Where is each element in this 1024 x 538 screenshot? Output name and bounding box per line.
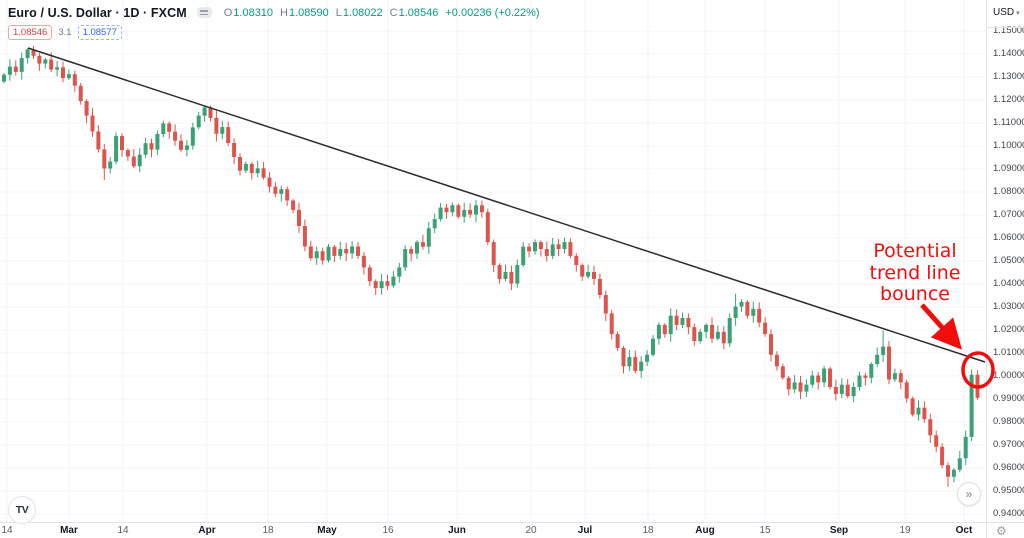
open-label: O xyxy=(223,6,233,19)
close-label: C xyxy=(389,6,398,19)
ohlc-readout: O 1.08310 H 1.08590 L 1.08022 C 1.08546 +0.0… xyxy=(224,7,540,19)
change-value: +0.00236 (+0.22%) xyxy=(445,6,540,19)
annotation-line-2: trend line xyxy=(869,261,961,284)
price-axis-label: 0.95000 xyxy=(993,485,1024,496)
time-axis-label: Jul xyxy=(577,525,593,536)
annotation-text: Potential trend line bounce xyxy=(845,240,985,306)
grid-layer xyxy=(0,0,986,522)
price-axis-label: 1.15000 xyxy=(993,25,1024,36)
price-axis-label: 0.96000 xyxy=(993,462,1024,473)
annotation-arrow xyxy=(920,303,963,350)
time-axis-label: 16 xyxy=(382,525,394,536)
low-value: 1.08022 xyxy=(342,6,383,19)
time-axis-label: 20 xyxy=(525,525,537,536)
price-axis-label: 1.12000 xyxy=(993,94,1024,105)
price-axis-label: 1.01000 xyxy=(993,347,1024,358)
time-axis-label: 18 xyxy=(262,525,274,536)
time-axis-label: 19 xyxy=(899,525,911,536)
price-axis-label: 1.14000 xyxy=(993,48,1024,59)
time-axis-label: 14 xyxy=(117,525,129,536)
price-axis-label: 1.03000 xyxy=(993,301,1024,312)
time-axis-label: Sep xyxy=(829,525,849,536)
time-axis-label: Oct xyxy=(955,525,973,536)
candles-layer xyxy=(2,45,980,487)
price-axis-label: 1.00000 xyxy=(993,370,1024,381)
price-badge-blue[interactable]: 1.08577 xyxy=(77,25,122,40)
time-axis-label: 15 xyxy=(759,525,771,536)
price-axis-label: 1.13000 xyxy=(993,71,1024,82)
tradingview-logo[interactable]: TV xyxy=(8,496,36,524)
close-value: 1.08546 xyxy=(398,6,439,19)
time-axis-label: Aug xyxy=(695,525,715,536)
high-label: H xyxy=(280,6,288,19)
price-badge-red[interactable]: 1.08546 xyxy=(8,25,53,40)
currency-selector[interactable]: USD ▾ xyxy=(993,7,1020,18)
gear-icon[interactable]: ⚙ xyxy=(996,524,1007,538)
time-axis-label: 14 xyxy=(1,525,13,536)
goto-realtime-button[interactable]: » xyxy=(957,482,981,506)
price-axis[interactable]: 1.15000 1.14000 1.13000 1.12000 1.11000 1.100… xyxy=(987,0,1024,522)
price-axis-label: 1.04000 xyxy=(993,278,1024,289)
high-value: 1.08590 xyxy=(289,6,329,19)
annotation-line-3: bounce xyxy=(880,283,950,305)
price-axis-label: 1.11000 xyxy=(993,117,1024,128)
price-axis-label: 1.10000 xyxy=(993,140,1024,151)
time-axis-label: Mar xyxy=(60,525,78,536)
time-axis-label: Jun xyxy=(448,525,466,536)
price-axis-label: 1.06000 xyxy=(993,232,1024,243)
price-axis-label: 1.09000 xyxy=(993,163,1024,174)
price-axis-label: 0.99000 xyxy=(993,393,1024,404)
symbol-title[interactable]: Euro / U.S. Dollar · 1D · FXCM xyxy=(8,5,187,20)
trendline[interactable] xyxy=(27,47,986,363)
price-axis-label: 0.97000 xyxy=(993,439,1024,450)
time-axis-label: Apr xyxy=(198,525,216,536)
symbol-menu-icon[interactable] xyxy=(196,7,212,18)
low-label: L xyxy=(335,6,342,19)
price-axis-label: 1.02000 xyxy=(993,324,1024,335)
chevron-down-icon: ▾ xyxy=(1016,9,1020,17)
time-axis-label: May xyxy=(317,525,337,536)
price-axis-label: 0.94000 xyxy=(993,508,1024,519)
open-value: 1.08310 xyxy=(233,6,274,19)
time-axis[interactable]: 14 Mar 14 Apr 18 May 16 Jun 20 Jul 18 Aug 15 Sep 19 Oct xyxy=(0,523,986,538)
price-axis-label: 0.98000 xyxy=(993,416,1024,427)
price-axis-label: 1.05000 xyxy=(993,255,1024,266)
price-axis-label: 1.07000 xyxy=(993,209,1024,220)
annotation-line-1: Potential xyxy=(873,240,957,262)
badge-middle-value: 3.1 xyxy=(58,27,72,38)
time-axis-label: 18 xyxy=(642,525,654,536)
price-axis-label: 1.08000 xyxy=(993,186,1024,197)
chart-legend: Euro / U.S. Dollar · 1D · FXCM O 1.08310 … xyxy=(8,5,540,40)
currency-label: USD xyxy=(993,7,1015,18)
